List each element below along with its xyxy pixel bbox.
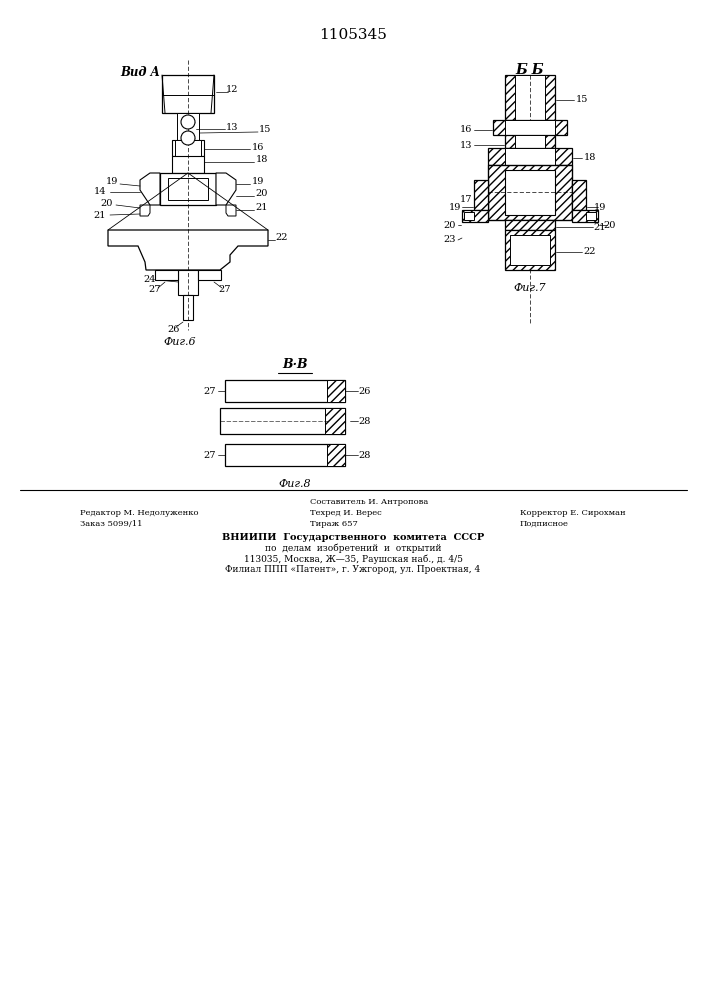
Bar xyxy=(488,148,572,165)
Text: 13: 13 xyxy=(226,123,238,132)
Circle shape xyxy=(181,115,195,129)
Bar xyxy=(510,235,550,265)
Text: Редактор М. Недолуженко: Редактор М. Недолуженко xyxy=(80,509,199,517)
Text: 26: 26 xyxy=(359,386,371,395)
Bar xyxy=(178,270,198,295)
Text: 24: 24 xyxy=(144,275,156,284)
Text: 15: 15 xyxy=(259,125,271,134)
Text: 28: 28 xyxy=(359,416,371,426)
Circle shape xyxy=(181,131,195,145)
Bar xyxy=(177,113,199,140)
Bar xyxy=(505,220,555,230)
Polygon shape xyxy=(155,270,178,280)
Text: Вид A: Вид A xyxy=(120,66,160,79)
Bar xyxy=(493,120,567,135)
Text: 27: 27 xyxy=(148,286,161,294)
Text: Техред И. Верес: Техред И. Верес xyxy=(310,509,382,517)
Text: ВНИИПИ  Государственного  комитета  СССР: ВНИИПИ Государственного комитета СССР xyxy=(222,532,484,542)
Bar xyxy=(515,135,545,148)
Bar xyxy=(505,120,555,135)
Bar xyxy=(515,75,545,120)
Bar xyxy=(327,380,345,402)
Text: 18: 18 xyxy=(256,155,268,164)
Text: 12: 12 xyxy=(226,86,238,95)
Bar xyxy=(172,156,204,173)
Bar xyxy=(327,444,345,466)
Text: 20: 20 xyxy=(444,221,456,230)
Text: Б Б: Б Б xyxy=(515,63,544,77)
Text: В·В: В·В xyxy=(282,359,308,371)
Text: 1105345: 1105345 xyxy=(319,28,387,42)
Text: Подписное: Подписное xyxy=(520,520,569,528)
Bar xyxy=(505,75,555,120)
Bar xyxy=(225,444,345,466)
Bar xyxy=(162,75,214,113)
Text: 19: 19 xyxy=(594,202,606,212)
Text: Тираж 657: Тираж 657 xyxy=(310,520,358,528)
Text: 14: 14 xyxy=(94,188,106,196)
Bar xyxy=(505,230,555,270)
Text: 21: 21 xyxy=(256,204,268,213)
Text: Фиг.6: Фиг.6 xyxy=(164,337,197,347)
Text: 13: 13 xyxy=(460,140,472,149)
Bar xyxy=(464,212,474,220)
Text: 20: 20 xyxy=(101,198,113,208)
Bar xyxy=(175,140,201,156)
Bar xyxy=(220,408,345,434)
Text: 20: 20 xyxy=(256,190,268,198)
Text: 27: 27 xyxy=(204,450,216,460)
Polygon shape xyxy=(108,230,268,270)
Text: Заказ 5099/11: Заказ 5099/11 xyxy=(80,520,143,528)
Text: 22: 22 xyxy=(584,247,596,256)
Text: 19: 19 xyxy=(252,178,264,186)
Bar xyxy=(225,380,345,402)
Polygon shape xyxy=(140,205,150,216)
Text: 18: 18 xyxy=(584,153,596,162)
Bar xyxy=(474,180,488,210)
Text: 21: 21 xyxy=(594,223,606,232)
Text: 15: 15 xyxy=(575,96,588,104)
Bar xyxy=(505,170,555,215)
Text: Составитель И. Антропова: Составитель И. Антропова xyxy=(310,498,428,506)
Bar xyxy=(462,210,488,222)
Bar xyxy=(160,173,216,205)
Text: Фиг.8: Фиг.8 xyxy=(279,479,311,489)
Text: 113035, Москва, Ж—35, Раушская наб., д. 4/5: 113035, Москва, Ж—35, Раушская наб., д. … xyxy=(243,554,462,564)
Text: 19: 19 xyxy=(106,178,118,186)
Text: Корректор Е. Сирохман: Корректор Е. Сирохман xyxy=(520,509,626,517)
Polygon shape xyxy=(226,205,236,216)
Polygon shape xyxy=(140,173,160,205)
Text: 26: 26 xyxy=(168,326,180,334)
Text: 28: 28 xyxy=(359,450,371,460)
Bar xyxy=(325,408,345,434)
Bar xyxy=(586,212,596,220)
Bar xyxy=(183,295,193,320)
Polygon shape xyxy=(216,173,236,205)
Text: 27: 27 xyxy=(218,286,231,294)
Text: 27: 27 xyxy=(204,386,216,395)
Text: по  делам  изобретений  и  открытий: по делам изобретений и открытий xyxy=(264,543,441,553)
Text: 17: 17 xyxy=(460,196,472,205)
Bar xyxy=(172,140,204,156)
Text: 21: 21 xyxy=(94,211,106,220)
Text: 22: 22 xyxy=(276,233,288,242)
Bar xyxy=(505,135,555,148)
Text: 16: 16 xyxy=(460,125,472,134)
Bar xyxy=(572,210,598,222)
Text: 20: 20 xyxy=(604,221,617,230)
Bar xyxy=(168,178,208,200)
Bar xyxy=(505,148,555,165)
Text: 16: 16 xyxy=(252,142,264,151)
Polygon shape xyxy=(198,270,221,280)
Text: 23: 23 xyxy=(444,235,456,244)
Text: Фиг.7: Фиг.7 xyxy=(514,283,547,293)
Text: Филиал ППП «Патент», г. Ужгород, ул. Проектная, 4: Филиал ППП «Патент», г. Ужгород, ул. Про… xyxy=(226,566,481,574)
Bar xyxy=(488,165,572,220)
Bar xyxy=(572,180,586,210)
Text: 19: 19 xyxy=(449,202,461,212)
